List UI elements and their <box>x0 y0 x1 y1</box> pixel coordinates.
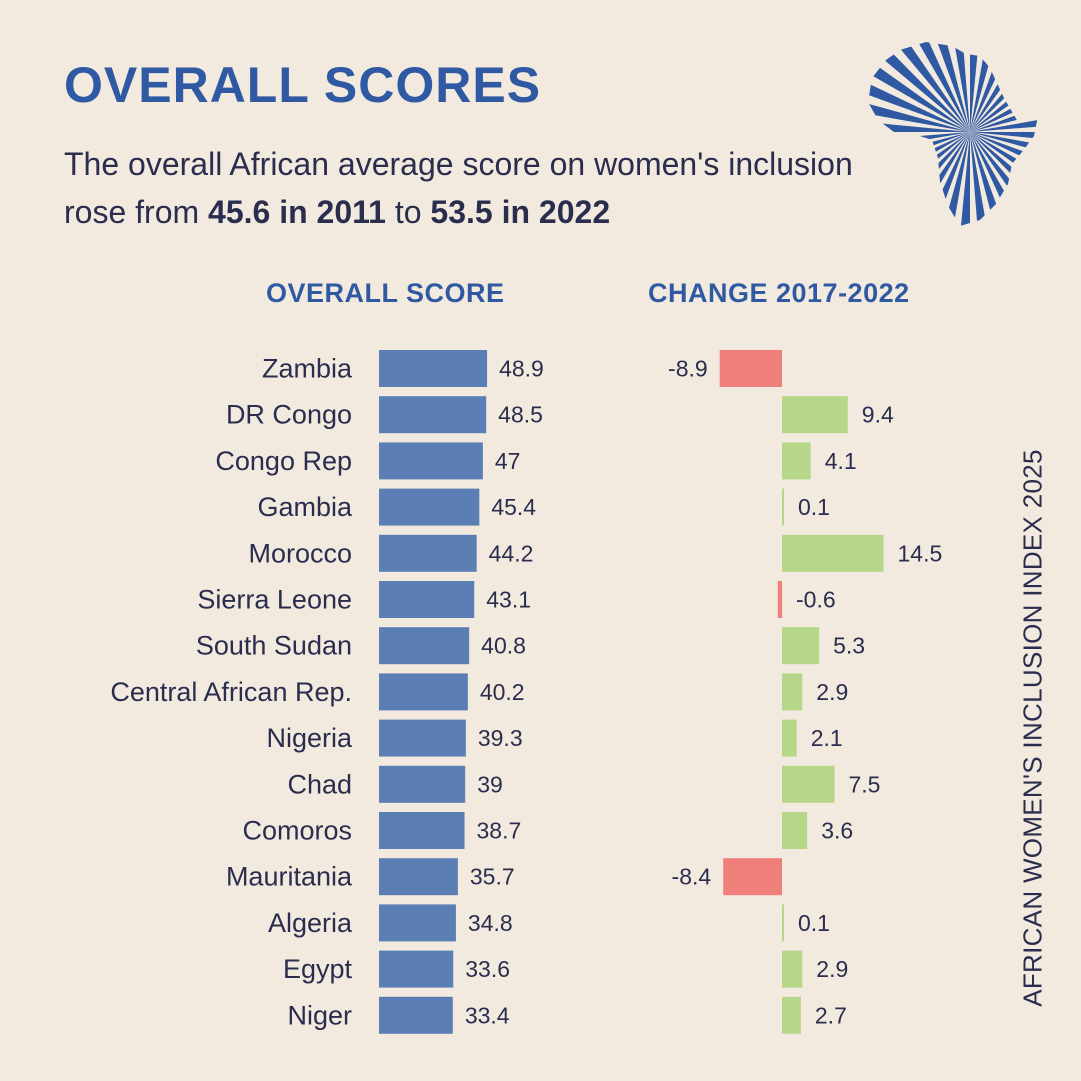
score-value-label: 33.6 <box>465 956 510 982</box>
page-subtitle: The overall African average score on wom… <box>64 140 884 236</box>
score-bar <box>379 765 466 803</box>
country-label: Central African Rep. <box>110 677 352 707</box>
score-bar <box>379 673 468 711</box>
change-value-label: 0.1 <box>798 494 830 520</box>
score-value-label: 43.1 <box>486 587 531 613</box>
change-value-label: 2.7 <box>815 1002 847 1028</box>
score-bar <box>379 581 475 618</box>
change-bar <box>723 858 782 896</box>
subtitle-value-2022: 53.5 in 2022 <box>430 194 611 230</box>
score-value-label: 48.5 <box>498 402 543 428</box>
score-bar <box>379 350 488 387</box>
change-bar <box>777 581 782 618</box>
score-bar <box>379 719 466 757</box>
score-bar <box>379 534 477 572</box>
score-bar <box>379 396 487 434</box>
subtitle-value-2011: 45.6 in 2011 <box>208 194 386 230</box>
change-value-label: 7.5 <box>849 771 881 797</box>
score-value-label: 33.4 <box>465 1002 510 1028</box>
score-bar <box>379 996 453 1034</box>
change-value-label: -8.4 <box>672 864 712 890</box>
change-bar <box>782 812 808 849</box>
page-title: OVERALL SCORES <box>64 57 542 113</box>
change-heading: CHANGE 2017-2022 <box>648 278 910 308</box>
change-bar <box>782 488 784 526</box>
change-bar <box>782 673 803 711</box>
score-bar <box>379 904 456 942</box>
score-value-label: 40.8 <box>481 633 526 659</box>
subtitle-text-1: The overall African average score on wom… <box>64 146 853 230</box>
score-bar <box>379 442 483 480</box>
change-value-label: 0.1 <box>798 910 830 936</box>
score-bar <box>379 950 454 988</box>
country-label: Zambia <box>262 354 353 384</box>
change-bar <box>782 996 801 1034</box>
change-value-label: 5.3 <box>833 633 865 659</box>
country-label: Mauritania <box>226 862 353 892</box>
change-value-label: 9.4 <box>862 402 894 428</box>
score-bar <box>379 858 458 896</box>
change-value-label: 2.1 <box>811 725 843 751</box>
change-bar <box>782 950 803 988</box>
change-value-label: -8.9 <box>668 356 708 382</box>
score-value-label: 45.4 <box>491 494 536 520</box>
change-bar <box>782 719 797 757</box>
side-label: AFRICAN WOMEN'S INCLUSION INDEX 2025 <box>1017 449 1048 1007</box>
change-value-label: 4.1 <box>825 448 857 474</box>
score-value-label: 48.9 <box>499 356 544 382</box>
country-label: Sierra Leone <box>197 585 352 615</box>
subtitle-text-2: to <box>385 194 431 230</box>
score-bar <box>379 627 470 665</box>
country-label: Niger <box>287 1000 352 1030</box>
country-label: DR Congo <box>226 400 352 430</box>
country-label: Chad <box>287 769 352 799</box>
africa-map-icon <box>868 42 1038 226</box>
score-bar <box>379 812 465 849</box>
score-value-label: 47 <box>495 448 521 474</box>
change-value-label: 2.9 <box>816 956 848 982</box>
change-value-label: -0.6 <box>796 587 836 613</box>
change-bar <box>719 350 782 387</box>
change-bar <box>782 904 784 942</box>
country-label: Nigeria <box>266 723 353 753</box>
change-value-label: 2.9 <box>816 679 848 705</box>
change-bar <box>782 396 848 434</box>
score-value-label: 35.7 <box>470 864 515 890</box>
score-value-label: 38.7 <box>477 818 522 844</box>
country-label: Algeria <box>268 908 353 938</box>
score-value-label: 34.8 <box>468 910 513 936</box>
change-value-label: 14.5 <box>898 540 943 566</box>
score-bar <box>379 488 480 526</box>
country-label: Morocco <box>248 538 352 568</box>
score-value-label: 39 <box>477 771 503 797</box>
country-label: Comoros <box>242 816 352 846</box>
change-bar <box>782 765 835 803</box>
country-label: Gambia <box>257 492 353 522</box>
overall-score-heading: OVERALL SCORE <box>266 278 505 308</box>
change-value-label: 3.6 <box>821 818 853 844</box>
country-label: Egypt <box>283 954 353 984</box>
country-label: Congo Rep <box>215 446 352 476</box>
change-bar <box>782 534 884 572</box>
change-bar <box>782 627 820 665</box>
country-label: South Sudan <box>196 631 352 661</box>
score-value-label: 44.2 <box>489 540 534 566</box>
score-value-label: 39.3 <box>478 725 523 751</box>
change-bar <box>782 442 811 480</box>
score-value-label: 40.2 <box>480 679 525 705</box>
